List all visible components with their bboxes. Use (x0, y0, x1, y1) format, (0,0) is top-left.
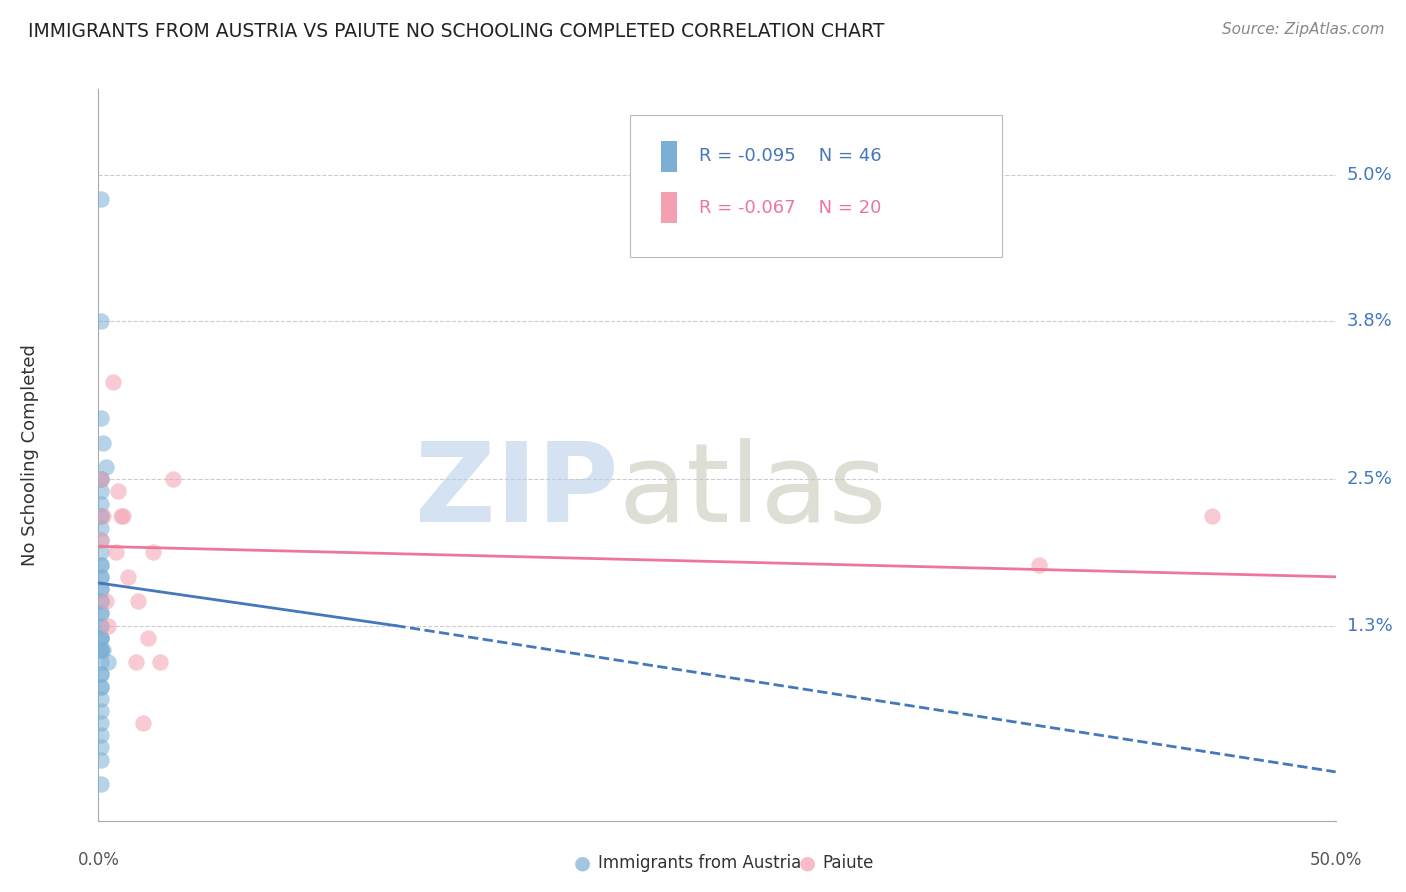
Point (90, 192, 112, 206)
Text: Paiute: Paiute (823, 855, 875, 872)
Text: IMMIGRANTS FROM AUSTRIA VS PAIUTE NO SCHOOLING COMPLETED CORRELATION CHART: IMMIGRANTS FROM AUSTRIA VS PAIUTE NO SCH… (28, 22, 884, 41)
Text: Immigrants from Austria: Immigrants from Austria (598, 855, 801, 872)
Text: ●: ● (574, 854, 591, 873)
Point (94, 460, 117, 475)
Point (90, 753, 112, 767)
Point (90, 655, 112, 669)
Point (90, 570, 112, 584)
Point (90, 607, 112, 621)
Text: 1.3%: 1.3% (1347, 616, 1392, 634)
Point (97, 618, 120, 632)
Point (127, 594, 149, 608)
Point (90, 667, 112, 681)
FancyBboxPatch shape (661, 193, 676, 223)
Point (90, 728, 112, 742)
Point (90, 607, 112, 621)
Point (90, 533, 112, 548)
Point (112, 508, 135, 523)
FancyBboxPatch shape (630, 115, 1001, 258)
Text: 0.0%: 0.0% (77, 851, 120, 869)
Point (90, 704, 112, 718)
Point (1201, 508, 1223, 523)
Point (124, 655, 146, 669)
Point (90, 314, 112, 328)
Point (90, 472, 112, 486)
Point (90, 716, 112, 731)
Point (90, 558, 112, 572)
Point (132, 716, 155, 731)
Point (110, 508, 132, 523)
Point (90, 594, 112, 608)
Text: ●: ● (799, 854, 815, 873)
Text: 5.0%: 5.0% (1347, 166, 1392, 184)
Point (142, 545, 165, 559)
Point (104, 545, 127, 559)
Point (136, 631, 159, 645)
Point (90, 508, 112, 523)
Point (90, 521, 112, 535)
Point (90, 582, 112, 596)
Point (90, 472, 112, 486)
Point (90, 618, 112, 632)
Text: R = -0.095    N = 46: R = -0.095 N = 46 (699, 147, 882, 166)
Point (90, 533, 112, 548)
Point (90, 472, 112, 486)
Text: R = -0.067    N = 20: R = -0.067 N = 20 (699, 199, 882, 217)
Point (90, 618, 112, 632)
Point (90, 643, 112, 657)
Point (90, 484, 112, 499)
Point (90, 680, 112, 694)
Point (93, 643, 115, 657)
Point (90, 777, 112, 791)
Point (1028, 558, 1050, 572)
Point (90, 570, 112, 584)
Point (97, 655, 120, 669)
Text: No Schooling Completed: No Schooling Completed (21, 344, 39, 566)
Point (90, 558, 112, 572)
Point (90, 411, 112, 425)
Text: ZIP: ZIP (415, 438, 619, 545)
Point (149, 655, 172, 669)
Point (93, 435, 115, 450)
Point (94, 594, 117, 608)
Point (90, 545, 112, 559)
Point (90, 643, 112, 657)
Point (90, 643, 112, 657)
FancyBboxPatch shape (661, 141, 676, 172)
Point (90, 631, 112, 645)
Point (117, 570, 139, 584)
Point (90, 680, 112, 694)
Text: 50.0%: 50.0% (1309, 851, 1362, 869)
Text: 3.8%: 3.8% (1347, 312, 1392, 330)
Point (90, 508, 112, 523)
Point (90, 497, 112, 511)
Point (90, 691, 112, 706)
Point (90, 667, 112, 681)
Text: 2.5%: 2.5% (1347, 470, 1393, 488)
Point (93, 508, 115, 523)
Point (90, 631, 112, 645)
Text: atlas: atlas (619, 438, 887, 545)
Point (103, 375, 125, 389)
Text: Source: ZipAtlas.com: Source: ZipAtlas.com (1222, 22, 1385, 37)
Point (90, 740, 112, 755)
Point (162, 472, 184, 486)
Point (90, 631, 112, 645)
Point (107, 484, 129, 499)
Point (90, 594, 112, 608)
Point (90, 582, 112, 596)
